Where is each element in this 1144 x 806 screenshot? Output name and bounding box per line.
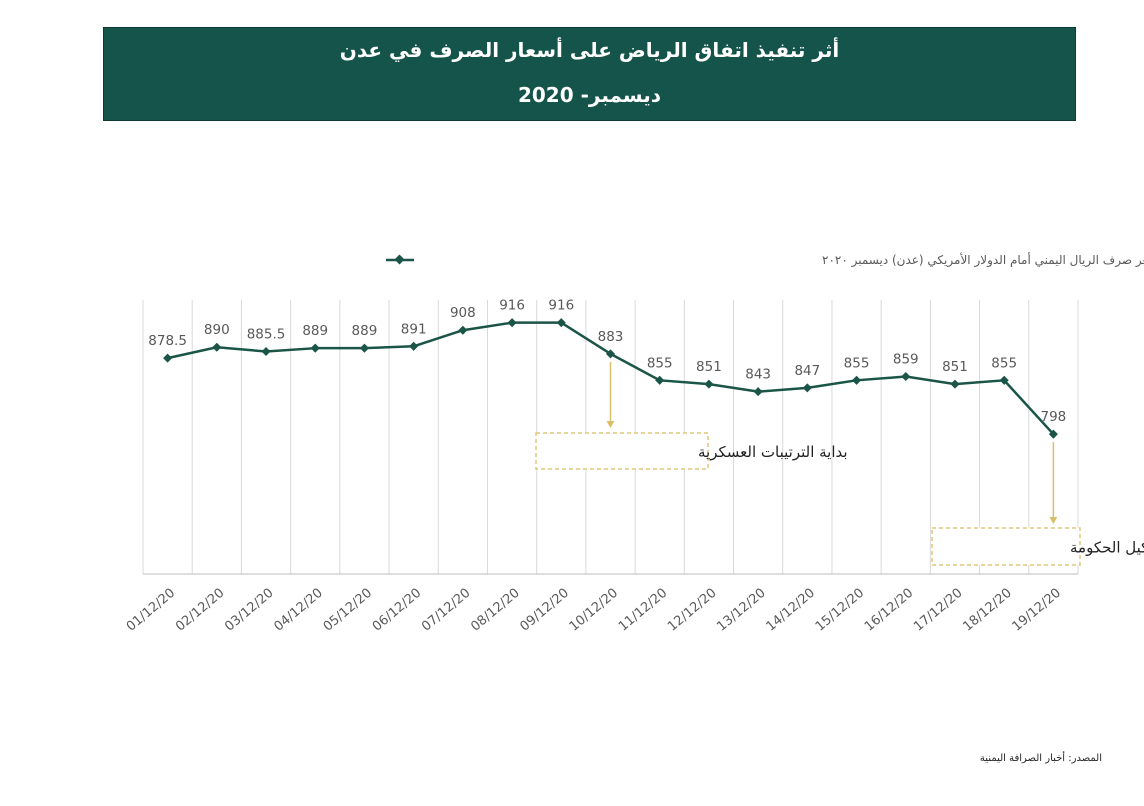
chart-subtitle: ديسمبر- 2020 <box>517 83 662 107</box>
x-tick-label: 03/12/20 <box>222 586 276 635</box>
x-tick-label: 18/12/20 <box>960 586 1014 635</box>
annotation-box <box>535 432 709 470</box>
x-tick-label: 14/12/20 <box>764 586 818 635</box>
data-point <box>163 353 173 363</box>
x-tick-label: 16/12/20 <box>862 586 916 635</box>
data-label: 885.5 <box>247 326 286 342</box>
x-tick-label: 17/12/20 <box>911 586 965 635</box>
data-label: 859 <box>893 352 919 368</box>
annotation-arrowhead <box>1049 517 1058 524</box>
data-label: 855 <box>647 355 673 371</box>
data-point <box>359 343 369 353</box>
data-point <box>605 349 616 359</box>
chart-title: أثر تنفيذ اتفاق الرياض على أسعار الصرف ف… <box>339 38 840 62</box>
data-point <box>458 325 468 335</box>
data-point <box>950 379 960 389</box>
data-label: 889 <box>352 323 378 339</box>
data-label: 847 <box>794 363 820 379</box>
x-tick-label: 11/12/20 <box>616 586 670 635</box>
x-tick-label: 10/12/20 <box>567 586 621 635</box>
data-point <box>409 341 419 351</box>
data-point <box>212 342 222 352</box>
data-point <box>901 372 911 382</box>
data-label: 916 <box>499 298 525 314</box>
data-point <box>655 375 665 385</box>
data-point <box>852 375 862 385</box>
data-point <box>507 318 517 328</box>
data-label: 883 <box>598 329 624 345</box>
source-note: المصدر: أخبار الصرافة اليمنية <box>979 753 1102 764</box>
chart-header: أثر تنفيذ اتفاق الرياض على أسعار الصرف ف… <box>103 27 1076 121</box>
x-tick-label: 13/12/20 <box>714 586 768 635</box>
data-label: 851 <box>696 359 722 375</box>
x-tick-label: 19/12/20 <box>1010 586 1064 635</box>
data-label: 843 <box>745 367 771 383</box>
annotation-box <box>931 527 1081 566</box>
data-point <box>999 375 1009 385</box>
legend-series-label: متوسط سعر صرف الريال اليمني أمام الدولار… <box>822 252 1144 268</box>
x-tick-label: 05/12/20 <box>321 586 375 635</box>
data-point <box>704 379 714 389</box>
annotation-arrowhead <box>606 421 615 428</box>
x-tick-label: 12/12/20 <box>665 586 719 635</box>
x-tick-label: 01/12/20 <box>124 586 178 635</box>
x-tick-label: 04/12/20 <box>271 586 325 635</box>
x-tick-label: 07/12/20 <box>419 586 473 635</box>
data-label: 916 <box>548 298 574 314</box>
data-label: 908 <box>450 305 476 321</box>
x-tick-label: 08/12/20 <box>468 586 522 635</box>
data-label: 851 <box>942 359 968 375</box>
data-point <box>802 383 812 393</box>
data-label: 855 <box>991 355 1017 371</box>
data-label: 891 <box>401 321 427 337</box>
data-point <box>261 346 271 357</box>
annotation-text: بداية الترتيبات العسكرية <box>698 443 848 461</box>
data-point <box>753 387 763 397</box>
x-axis: 01/12/2002/12/2003/12/2004/12/2005/12/20… <box>124 573 1078 635</box>
x-tick-label: 15/12/20 <box>813 586 867 635</box>
data-label: 855 <box>844 355 870 371</box>
data-label: 798 <box>1041 409 1067 425</box>
data-label: 889 <box>302 323 328 339</box>
data-label: 890 <box>204 322 230 338</box>
legend-point-marker <box>394 254 405 265</box>
data-point <box>310 343 320 353</box>
x-tick-label: 06/12/20 <box>370 586 424 635</box>
series-1: 878.5 890 885.5 889 889 891 908 916 916 883 855 851… <box>148 298 1066 439</box>
annotation-text: قرار تشكيل الحكومة <box>1070 539 1144 557</box>
x-tick-label: 09/12/20 <box>517 586 571 635</box>
legend: متوسط سعر صرف الريال اليمني أمام الدولار… <box>386 252 1144 268</box>
data-label: 878.5 <box>148 333 187 349</box>
x-tick-label: 02/12/20 <box>173 586 227 635</box>
annotations: بداية الترتيبات العسكرية قرار تشكيل الحكو… <box>535 361 1144 566</box>
